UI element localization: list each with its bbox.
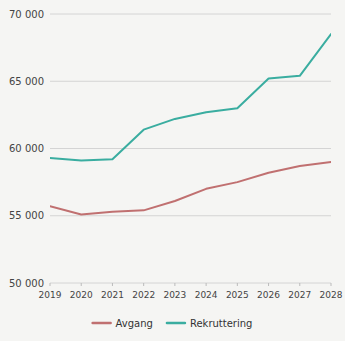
legend-item: Rekruttering — [167, 318, 252, 329]
series-line — [50, 162, 331, 214]
x-tick — [112, 283, 113, 286]
x-tick — [143, 283, 144, 286]
x-tick-label: 2024 — [195, 290, 218, 300]
y-tick-label: 70 000 — [9, 9, 44, 20]
x-tick — [50, 283, 51, 286]
x-tick-label: 2023 — [163, 290, 186, 300]
x-axis: 2019 2020 2021 2022 2023 2024 2025 2026 2027 2028 — [39, 283, 343, 300]
legend-swatch — [93, 322, 111, 325]
y-tick-label: 60 000 — [9, 143, 44, 154]
y-tick-label: 55 000 — [9, 210, 44, 221]
x-tick — [268, 283, 269, 286]
x-tick — [237, 283, 238, 286]
grid-line — [50, 81, 331, 82]
x-tick-label: 2026 — [257, 290, 280, 300]
x-tick — [174, 283, 175, 286]
x-tick — [331, 283, 332, 286]
x-tick — [206, 283, 207, 286]
background — [0, 0, 345, 341]
legend-swatch — [167, 322, 185, 325]
chart: 50 00055 00060 00065 00070 0002019202020… — [0, 0, 345, 341]
x-tick-label: 2022 — [132, 290, 155, 300]
legend-label: Avgang — [116, 318, 153, 329]
x-tick — [299, 283, 300, 286]
grid-line — [50, 283, 331, 284]
x-tick-label: 2027 — [288, 290, 311, 300]
y-axis: 50 000 55 000 60 000 65 000 70 000 — [9, 9, 331, 289]
x-tick — [81, 283, 82, 286]
grid-line — [50, 14, 331, 15]
x-tick-label: 2021 — [101, 290, 124, 300]
x-tick-label: 2028 — [320, 290, 343, 300]
x-tick-label: 2025 — [226, 290, 249, 300]
plot-area — [50, 34, 331, 214]
legend-item: Avgang — [93, 318, 153, 329]
legend-label: Rekruttering — [190, 318, 252, 329]
y-tick-label: 65 000 — [9, 76, 44, 87]
x-tick-label: 2020 — [70, 290, 93, 300]
y-tick-label: 50 000 — [9, 278, 44, 289]
grid-line — [50, 148, 331, 149]
series-line — [50, 34, 331, 160]
grid-line — [50, 215, 331, 216]
legend: Avgang Rekruttering — [93, 318, 253, 329]
x-tick-label: 2019 — [39, 290, 62, 300]
